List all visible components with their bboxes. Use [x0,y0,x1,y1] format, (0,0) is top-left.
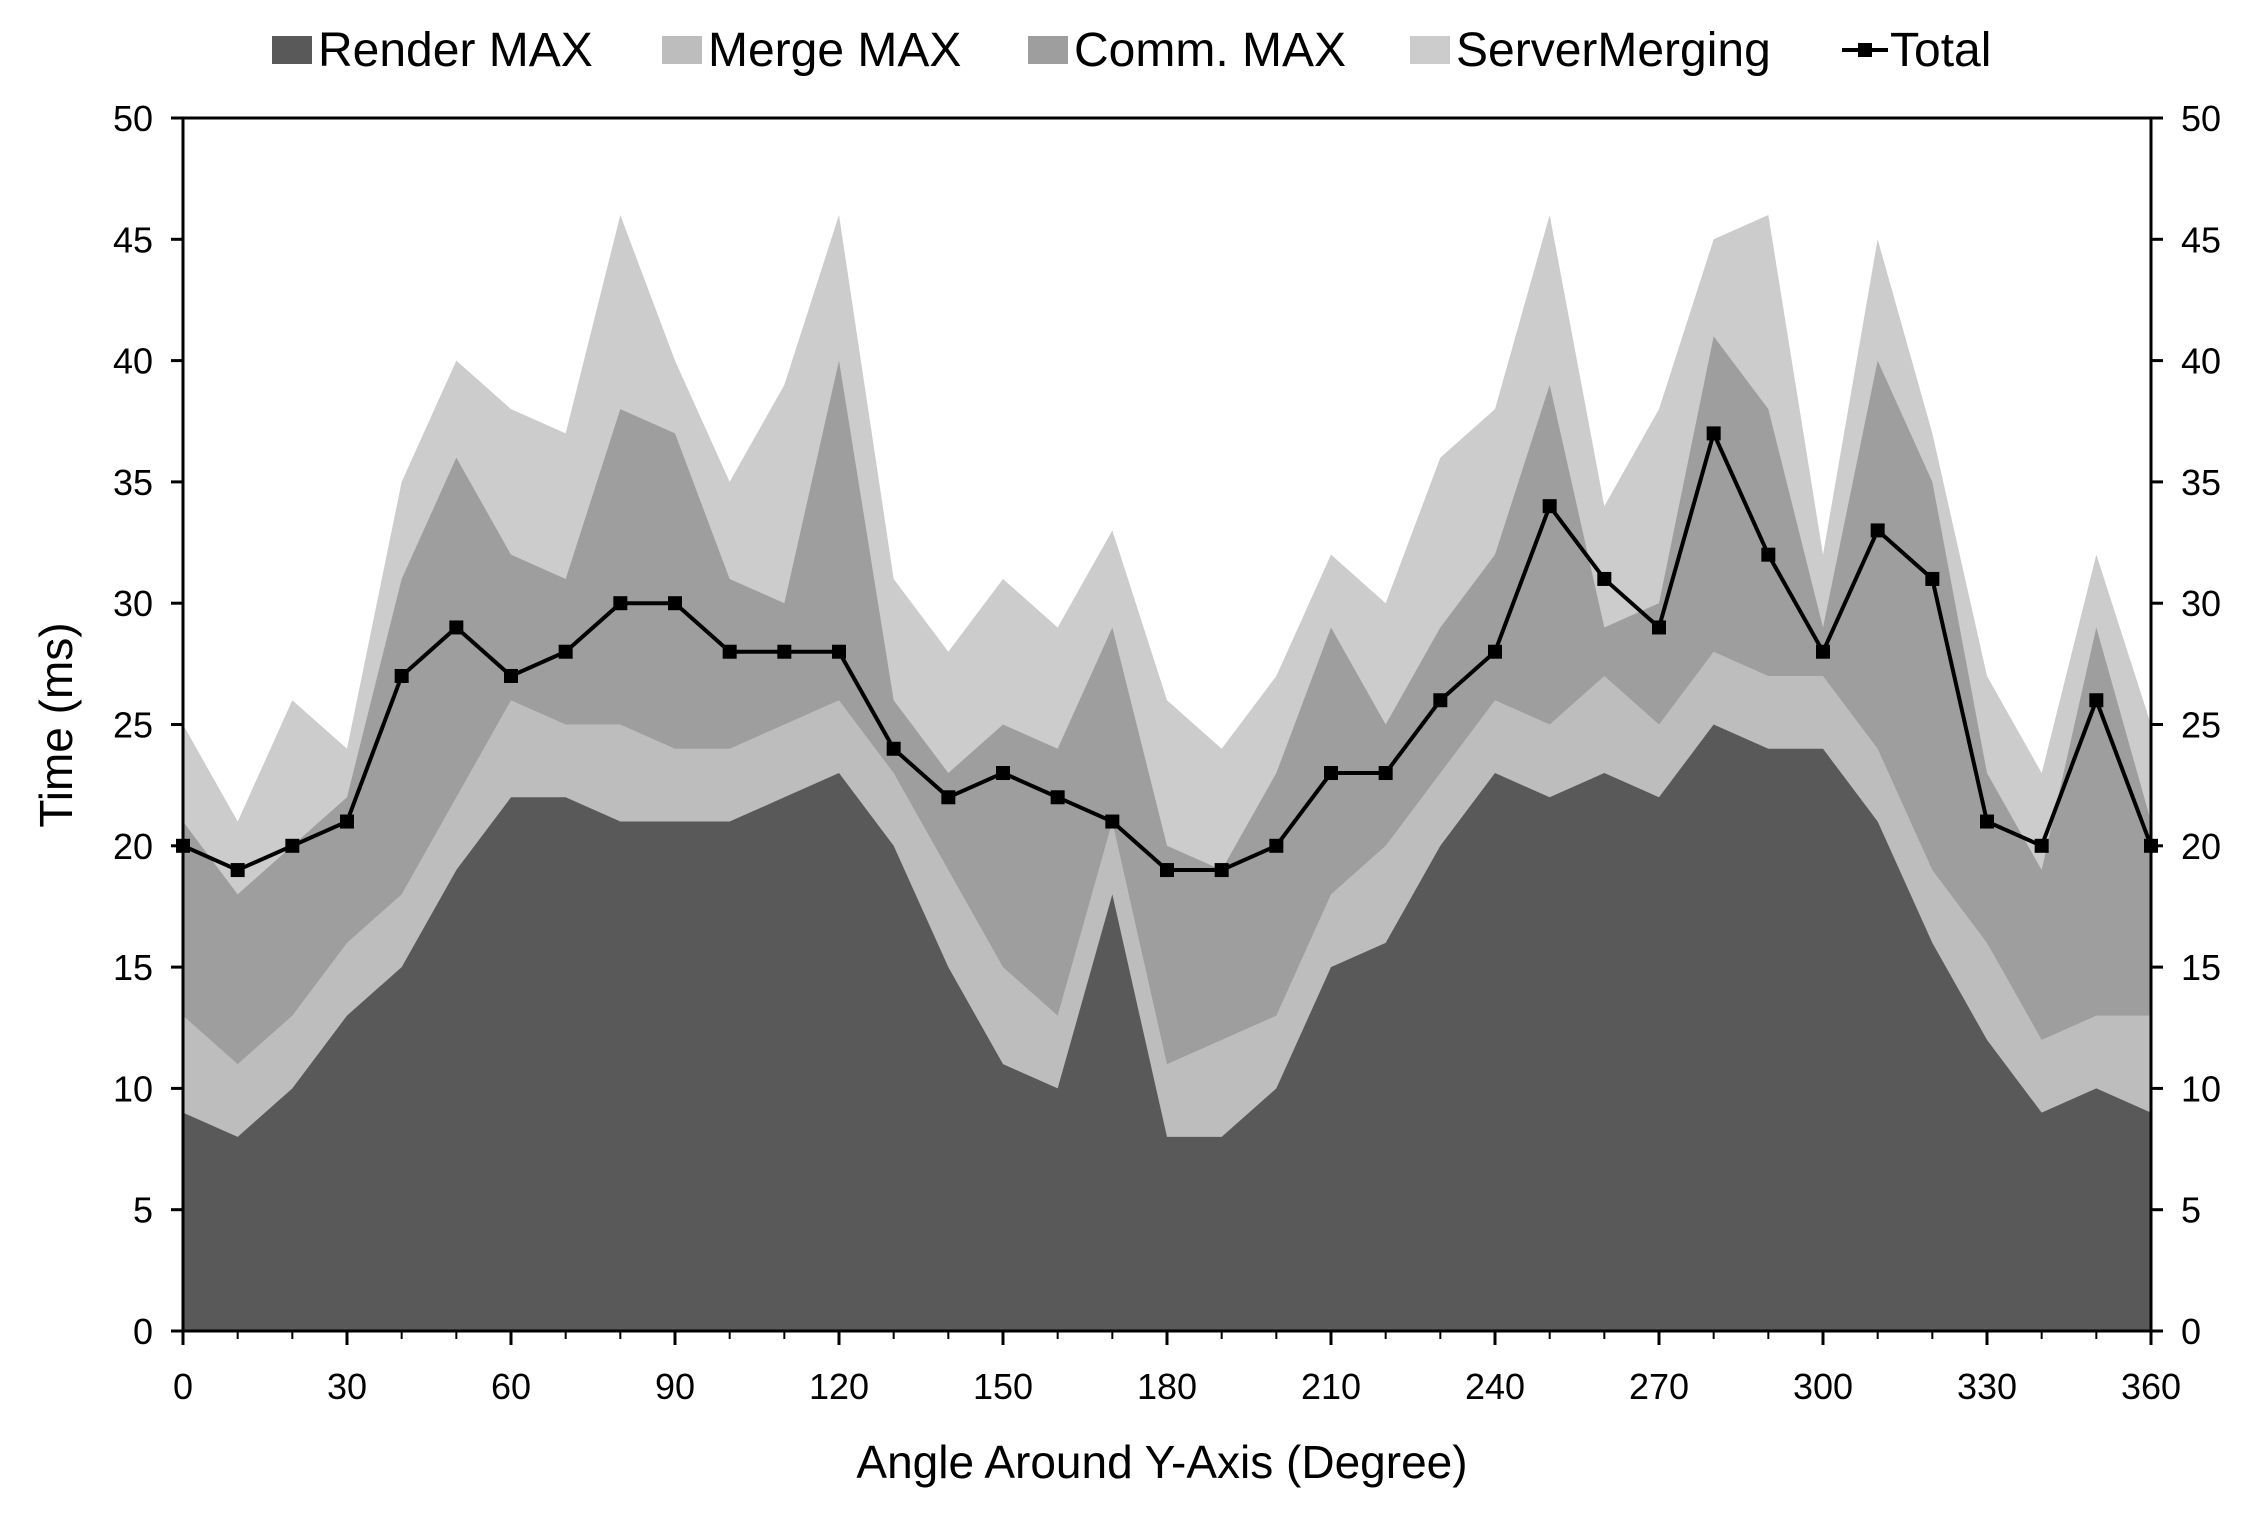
total-marker [1980,814,1994,829]
total-marker [2144,838,2158,853]
total-marker [1105,814,1120,829]
total-marker [1050,790,1065,805]
legend: Render MAX Merge MAX Comm. MAX ServerMer… [272,24,1991,77]
x-tick-label: 300 [1793,1366,1853,1407]
total-marker [1324,766,1338,781]
x-tick-label: 180 [1137,1366,1197,1407]
x-tick-label: 240 [1465,1366,1525,1407]
total-marker [1269,838,1284,853]
y-tick-label-left: 5 [133,1190,153,1231]
y-tick-label-left: 50 [113,98,153,139]
total-marker [1378,766,1393,781]
y-tick-label-left: 45 [113,219,153,260]
x-tick-label: 270 [1629,1366,1689,1407]
y-tick-label-left: 30 [113,583,153,624]
total-marker [558,644,573,659]
y-tick-label-right: 50 [2181,98,2221,139]
y-tick-label-right: 0 [2181,1311,2201,1352]
total-marker [2034,838,2049,853]
total-marker [722,644,737,659]
legend-swatch-servermerging [1410,36,1450,64]
x-tick-label: 150 [973,1366,1033,1407]
x-tick-label: 90 [655,1366,695,1407]
area-render-max [183,724,2151,1331]
legend-label-servermerging: ServerMerging [1456,24,1771,77]
total-marker [1816,644,1830,659]
y-tick-label-left: 15 [113,947,153,988]
total-marker [1488,644,1502,659]
total-marker [504,668,518,683]
y-tick-label-left: 35 [113,462,153,503]
x-axis-title: Angle Around Y-Axis (Degree) [856,1436,1467,1488]
x-tick-label: 120 [809,1366,869,1407]
total-marker [613,596,628,611]
y-tick-label-right: 45 [2181,219,2221,260]
x-tick-label: 360 [2121,1366,2181,1407]
total-series [176,426,2158,878]
total-marker [230,863,245,878]
y-tick-label-right: 5 [2181,1190,2201,1231]
y-tick-label-right: 30 [2181,583,2221,624]
x-tick-label: 0 [173,1366,193,1407]
y-tick-label-left: 10 [113,1068,153,1109]
legend-label-render-max: Render MAX [318,24,593,77]
y-tick-label-left: 20 [113,826,153,867]
legend-marker-total [1858,43,1872,57]
total-marker [176,838,190,853]
x-tick-label: 330 [1957,1366,2017,1407]
y-tick-label-right: 15 [2181,947,2221,988]
total-marker [1706,426,1721,441]
total-marker [394,668,409,683]
total-marker [668,596,682,611]
total-marker [886,741,901,756]
legend-label-total: Total [1890,24,1991,77]
y-tick-label-right: 10 [2181,1068,2221,1109]
legend-swatch-merge-max [662,36,702,64]
total-marker [1597,571,1612,586]
total-marker [777,644,792,659]
y-tick-label-right: 25 [2181,705,2221,746]
total-marker [1870,523,1885,538]
legend-swatch-render-max [272,36,312,64]
total-marker [1433,693,1448,708]
y-tick-label-right: 40 [2181,341,2221,382]
x-tick-label: 60 [491,1366,531,1407]
stacked-areas [183,215,2151,1332]
y-tick-label-left: 40 [113,341,153,382]
total-marker [1761,547,1776,562]
total-marker [996,766,1010,781]
total-marker [1542,499,1557,514]
y-axis-title: Time (ms) [30,622,82,827]
total-marker [449,620,464,635]
y-tick-label-left: 25 [113,705,153,746]
y-tick-label-right: 35 [2181,462,2221,503]
legend-swatch-comm-max [1028,36,1068,64]
total-marker [2089,693,2104,708]
total-marker [1214,863,1229,878]
total-marker [340,814,354,829]
x-tick-label: 210 [1301,1366,1361,1407]
legend-label-merge-max: Merge MAX [708,24,961,77]
axes [171,116,2163,1345]
y-tick-label-left: 0 [133,1311,153,1352]
total-marker [1160,863,1174,878]
y-tick-label-right: 20 [2181,826,2221,867]
total-marker [941,790,956,805]
total-marker [1652,620,1666,635]
total-marker [832,644,846,659]
total-marker [285,838,300,853]
total-marker [1925,571,1940,586]
x-tick-label: 30 [327,1366,367,1407]
legend-label-comm-max: Comm. MAX [1074,24,1346,77]
